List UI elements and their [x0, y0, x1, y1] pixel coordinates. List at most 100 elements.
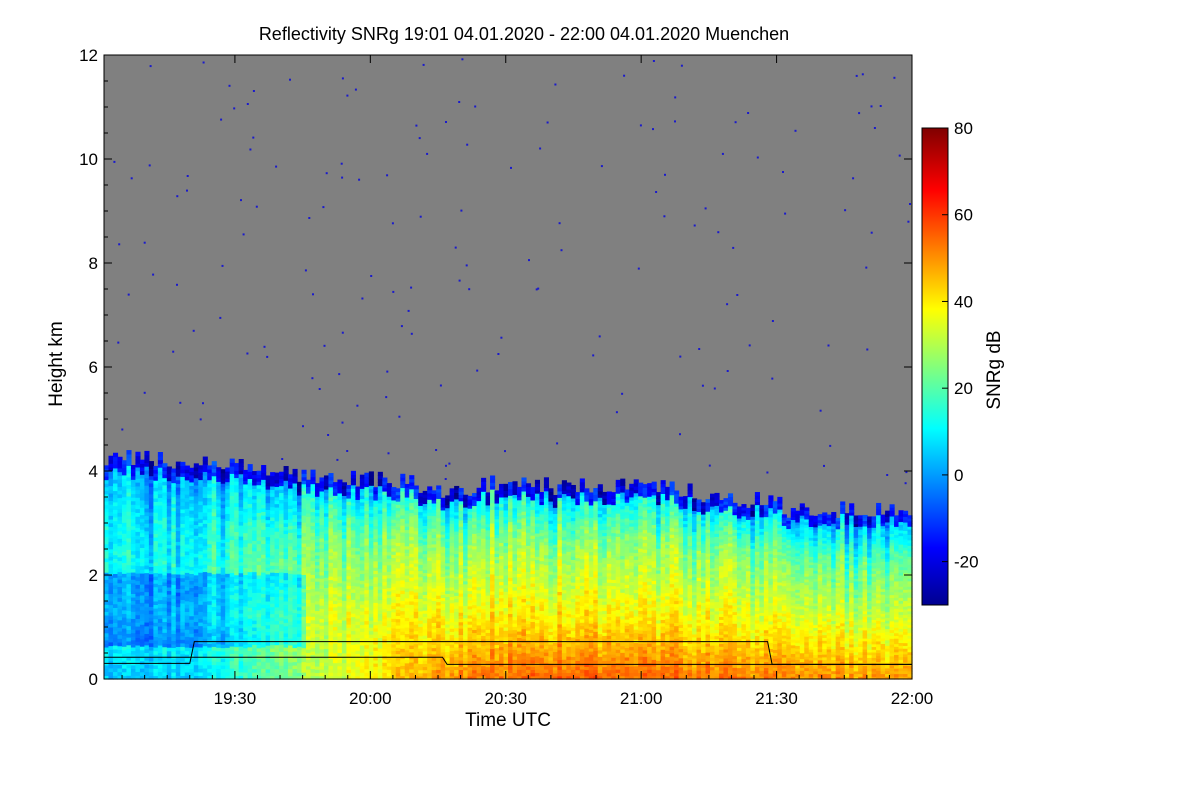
heatmap-cell: [472, 620, 478, 624]
heatmap-cell: [319, 648, 325, 653]
heatmap-cell: [436, 562, 442, 567]
heatmap-cell: [332, 491, 339, 496]
heatmap-cell: [413, 656, 419, 661]
heatmap-cell: [328, 675, 334, 680]
heatmap-cell: [175, 570, 181, 575]
heatmap-cell: [382, 554, 388, 559]
heatmap-cell: [454, 572, 460, 577]
heatmap-cell: [234, 531, 240, 536]
heatmap-cell: [373, 592, 379, 597]
heatmap-cell: [207, 515, 213, 520]
heatmap-cell: [121, 536, 128, 542]
heatmap-cell: [193, 625, 199, 630]
heatmap-cell: [341, 587, 347, 592]
heatmap-cell: [391, 611, 397, 616]
heatmap-cell: [144, 530, 150, 536]
heatmap-cell: [288, 583, 294, 588]
heatmap-cell: [418, 582, 424, 587]
heatmap-cell: [449, 567, 455, 572]
heatmap-cell: [265, 594, 271, 599]
heatmap-cell: [463, 565, 469, 570]
heatmap-cell: [126, 671, 132, 676]
heatmap-cell: [323, 648, 330, 653]
heatmap-cell: [292, 524, 298, 530]
heatmap-cell: [467, 502, 473, 506]
heatmap-cell: [463, 546, 469, 551]
heatmap-cell: [418, 616, 424, 621]
heatmap-cell: [117, 530, 123, 536]
heatmap-cell: [279, 506, 285, 511]
heatmap-cell: [279, 502, 285, 507]
heatmap-cell: [279, 561, 285, 566]
heatmap-cell: [193, 549, 199, 554]
heatmap-cell: [225, 612, 231, 617]
heatmap-cell: [162, 535, 168, 540]
heatmap-cell: [404, 610, 410, 615]
heatmap-cell: [350, 564, 356, 569]
heatmap-cell: [171, 472, 177, 477]
heatmap-cell: [472, 533, 478, 538]
heatmap-cell: [454, 614, 460, 619]
heatmap-cell: [148, 624, 154, 629]
heatmap-cell: [220, 626, 226, 631]
heatmap-cell: [270, 668, 276, 673]
heatmap-cell: [288, 576, 294, 581]
heatmap-cell: [121, 562, 128, 567]
heatmap-cell: [198, 493, 204, 498]
heatmap-cell: [350, 599, 356, 604]
heatmap-cell: [427, 646, 433, 651]
heatmap-cell: [247, 661, 253, 666]
heatmap-cell: [341, 511, 347, 516]
heatmap-cell: [180, 494, 186, 499]
heatmap-cell: [472, 617, 478, 621]
heatmap-cell: [409, 583, 415, 588]
heatmap-cell: [391, 643, 397, 648]
heatmap-cell: [283, 611, 289, 616]
heatmap-cell: [234, 524, 240, 529]
heatmap-cell: [283, 615, 289, 620]
heatmap-cell: [225, 545, 231, 550]
heatmap-cell: [359, 651, 365, 656]
heatmap-cell: [445, 660, 451, 665]
heatmap-cell: [225, 583, 231, 588]
heatmap-cell: [270, 651, 276, 656]
heatmap-cell: [467, 581, 473, 585]
heatmap-cell: [265, 645, 271, 650]
heatmap-cell: [229, 458, 235, 463]
heatmap-cell: [247, 632, 253, 637]
heatmap-cell: [445, 501, 451, 506]
heatmap-cell: [400, 535, 406, 540]
heatmap-cell: [449, 609, 455, 613]
heatmap-cell: [418, 520, 424, 525]
heatmap-cell: [202, 612, 208, 617]
heatmap-cell: [373, 538, 379, 543]
heatmap-cell: [112, 626, 119, 631]
heatmap-cell: [355, 579, 361, 584]
heatmap-cell: [207, 654, 213, 659]
heatmap-cell: [323, 675, 330, 680]
heatmap-cell: [162, 463, 168, 468]
heatmap-cell: [234, 549, 240, 554]
heatmap-cell: [440, 618, 446, 623]
heatmap-cell: [436, 656, 442, 661]
heatmap-cell: [112, 475, 119, 480]
heatmap-cell: [220, 479, 226, 484]
heatmap-cell: [229, 539, 235, 544]
heatmap-cell: [391, 592, 397, 597]
heatmap-cell: [193, 581, 199, 587]
heatmap-cell: [238, 532, 244, 537]
heatmap-cell: [355, 646, 361, 651]
heatmap-cell: [319, 497, 325, 502]
heatmap-cell: [126, 480, 132, 486]
heatmap-cell: [279, 530, 285, 535]
heatmap-cell: [395, 497, 401, 502]
heatmap-cell: [265, 658, 271, 663]
heatmap-cell: [377, 523, 383, 528]
heatmap-cell: [297, 550, 303, 555]
heatmap-cell: [171, 647, 177, 652]
heatmap-cell: [472, 508, 478, 513]
heatmap-cell: [449, 555, 455, 559]
heatmap-cell: [225, 527, 231, 532]
heatmap-cell: [427, 611, 433, 616]
heatmap-cell: [391, 640, 397, 645]
